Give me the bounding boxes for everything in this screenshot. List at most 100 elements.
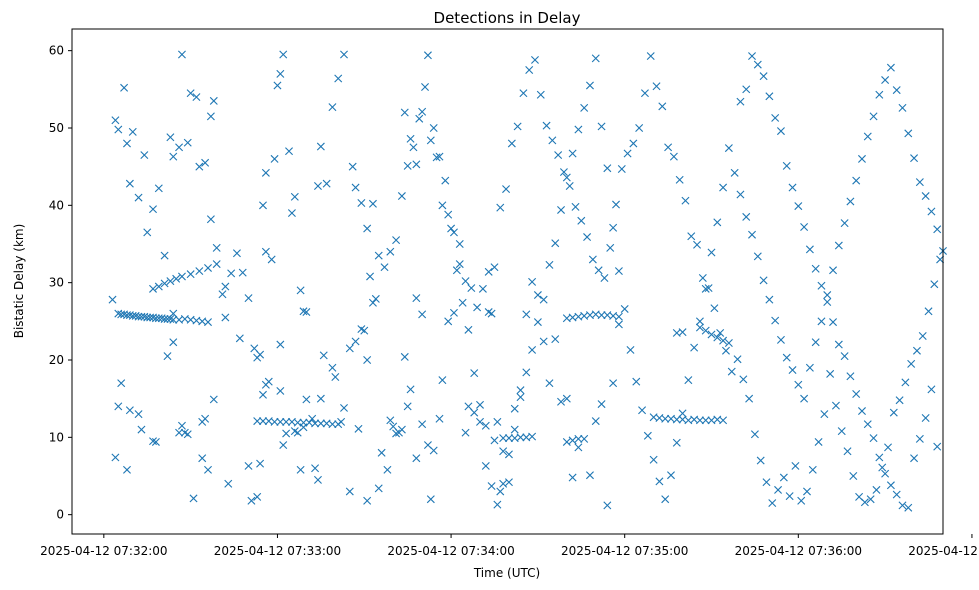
data-point [415,114,424,123]
data-point [742,212,751,221]
data-point [418,310,427,319]
data-point [499,479,508,488]
data-point [805,363,814,372]
data-point [542,121,551,130]
data-point [221,313,230,322]
data-point [195,162,204,171]
data-point [863,420,872,429]
data-point [933,442,942,451]
data-point [528,277,537,286]
data-point [701,284,710,293]
data-point [363,356,372,364]
data-point [221,282,230,291]
data-point [302,308,311,317]
data-point [227,269,236,278]
data-point [256,459,265,468]
data-point [287,209,296,218]
data-point [693,240,702,249]
data-point [800,394,809,403]
data-point [151,437,160,446]
data-point [516,386,525,395]
data-point [797,496,806,505]
data-point [857,154,866,163]
data-point [545,379,554,388]
data-point [562,394,571,403]
data-point [661,414,670,423]
data-point [603,164,612,173]
data-point [800,222,809,231]
y-tick-label: 50 [49,121,64,135]
data-point [464,325,473,334]
data-point [177,50,186,59]
data-point [337,417,346,426]
data-point [779,473,788,482]
data-point [473,303,482,312]
data-point [122,465,131,474]
data-point [585,81,594,90]
data-point [889,408,898,417]
data-point [270,417,279,426]
data-point [759,276,768,285]
data-point [583,233,592,242]
data-point [400,352,409,361]
data-point [261,247,270,256]
data-point [638,406,647,415]
data-point [169,338,178,347]
data-point [759,72,768,81]
data-point [134,193,143,202]
data-point [748,52,757,61]
data-point [481,421,490,430]
data-point [125,179,134,188]
data-point [192,93,201,102]
data-point [557,205,566,214]
data-point [776,335,785,344]
data-point [924,307,933,316]
data-point [166,315,175,323]
x-axis-label: Time (UTC) [473,566,540,580]
data-point [313,475,322,484]
data-point [149,437,158,446]
data-point [528,345,537,354]
data-point [244,461,253,470]
data-point [875,90,884,99]
data-point [279,50,288,59]
data-point [499,434,508,443]
data-point [814,437,823,446]
data-point [733,355,742,364]
data-point [256,350,265,359]
data-point [160,279,169,288]
y-tick-label: 10 [49,430,64,444]
data-point [351,183,360,192]
data-point [811,338,820,347]
data-point [276,340,285,349]
data-point [791,461,800,470]
data-point [545,260,554,269]
data-point [212,243,221,252]
data-point [672,438,681,447]
data-point [345,344,354,353]
data-point [640,89,649,98]
data-point [186,270,195,279]
data-point [820,410,829,419]
data-point [406,134,415,143]
data-point [149,284,158,293]
data-point [308,414,317,423]
data-point [892,490,901,499]
data-point [736,190,745,199]
data-point [340,403,348,412]
data-point [568,473,577,482]
data-point [826,369,835,378]
data-point [183,138,192,147]
data-point [432,153,441,162]
data-point [470,408,479,417]
data-point [910,154,919,163]
data-point [585,471,594,480]
data-point [562,173,571,182]
data-point [499,447,508,456]
data-point [426,495,435,504]
data-point [884,443,893,452]
data-point [614,267,623,276]
data-point [785,492,794,501]
data-point [678,328,687,337]
data-point [626,345,635,354]
